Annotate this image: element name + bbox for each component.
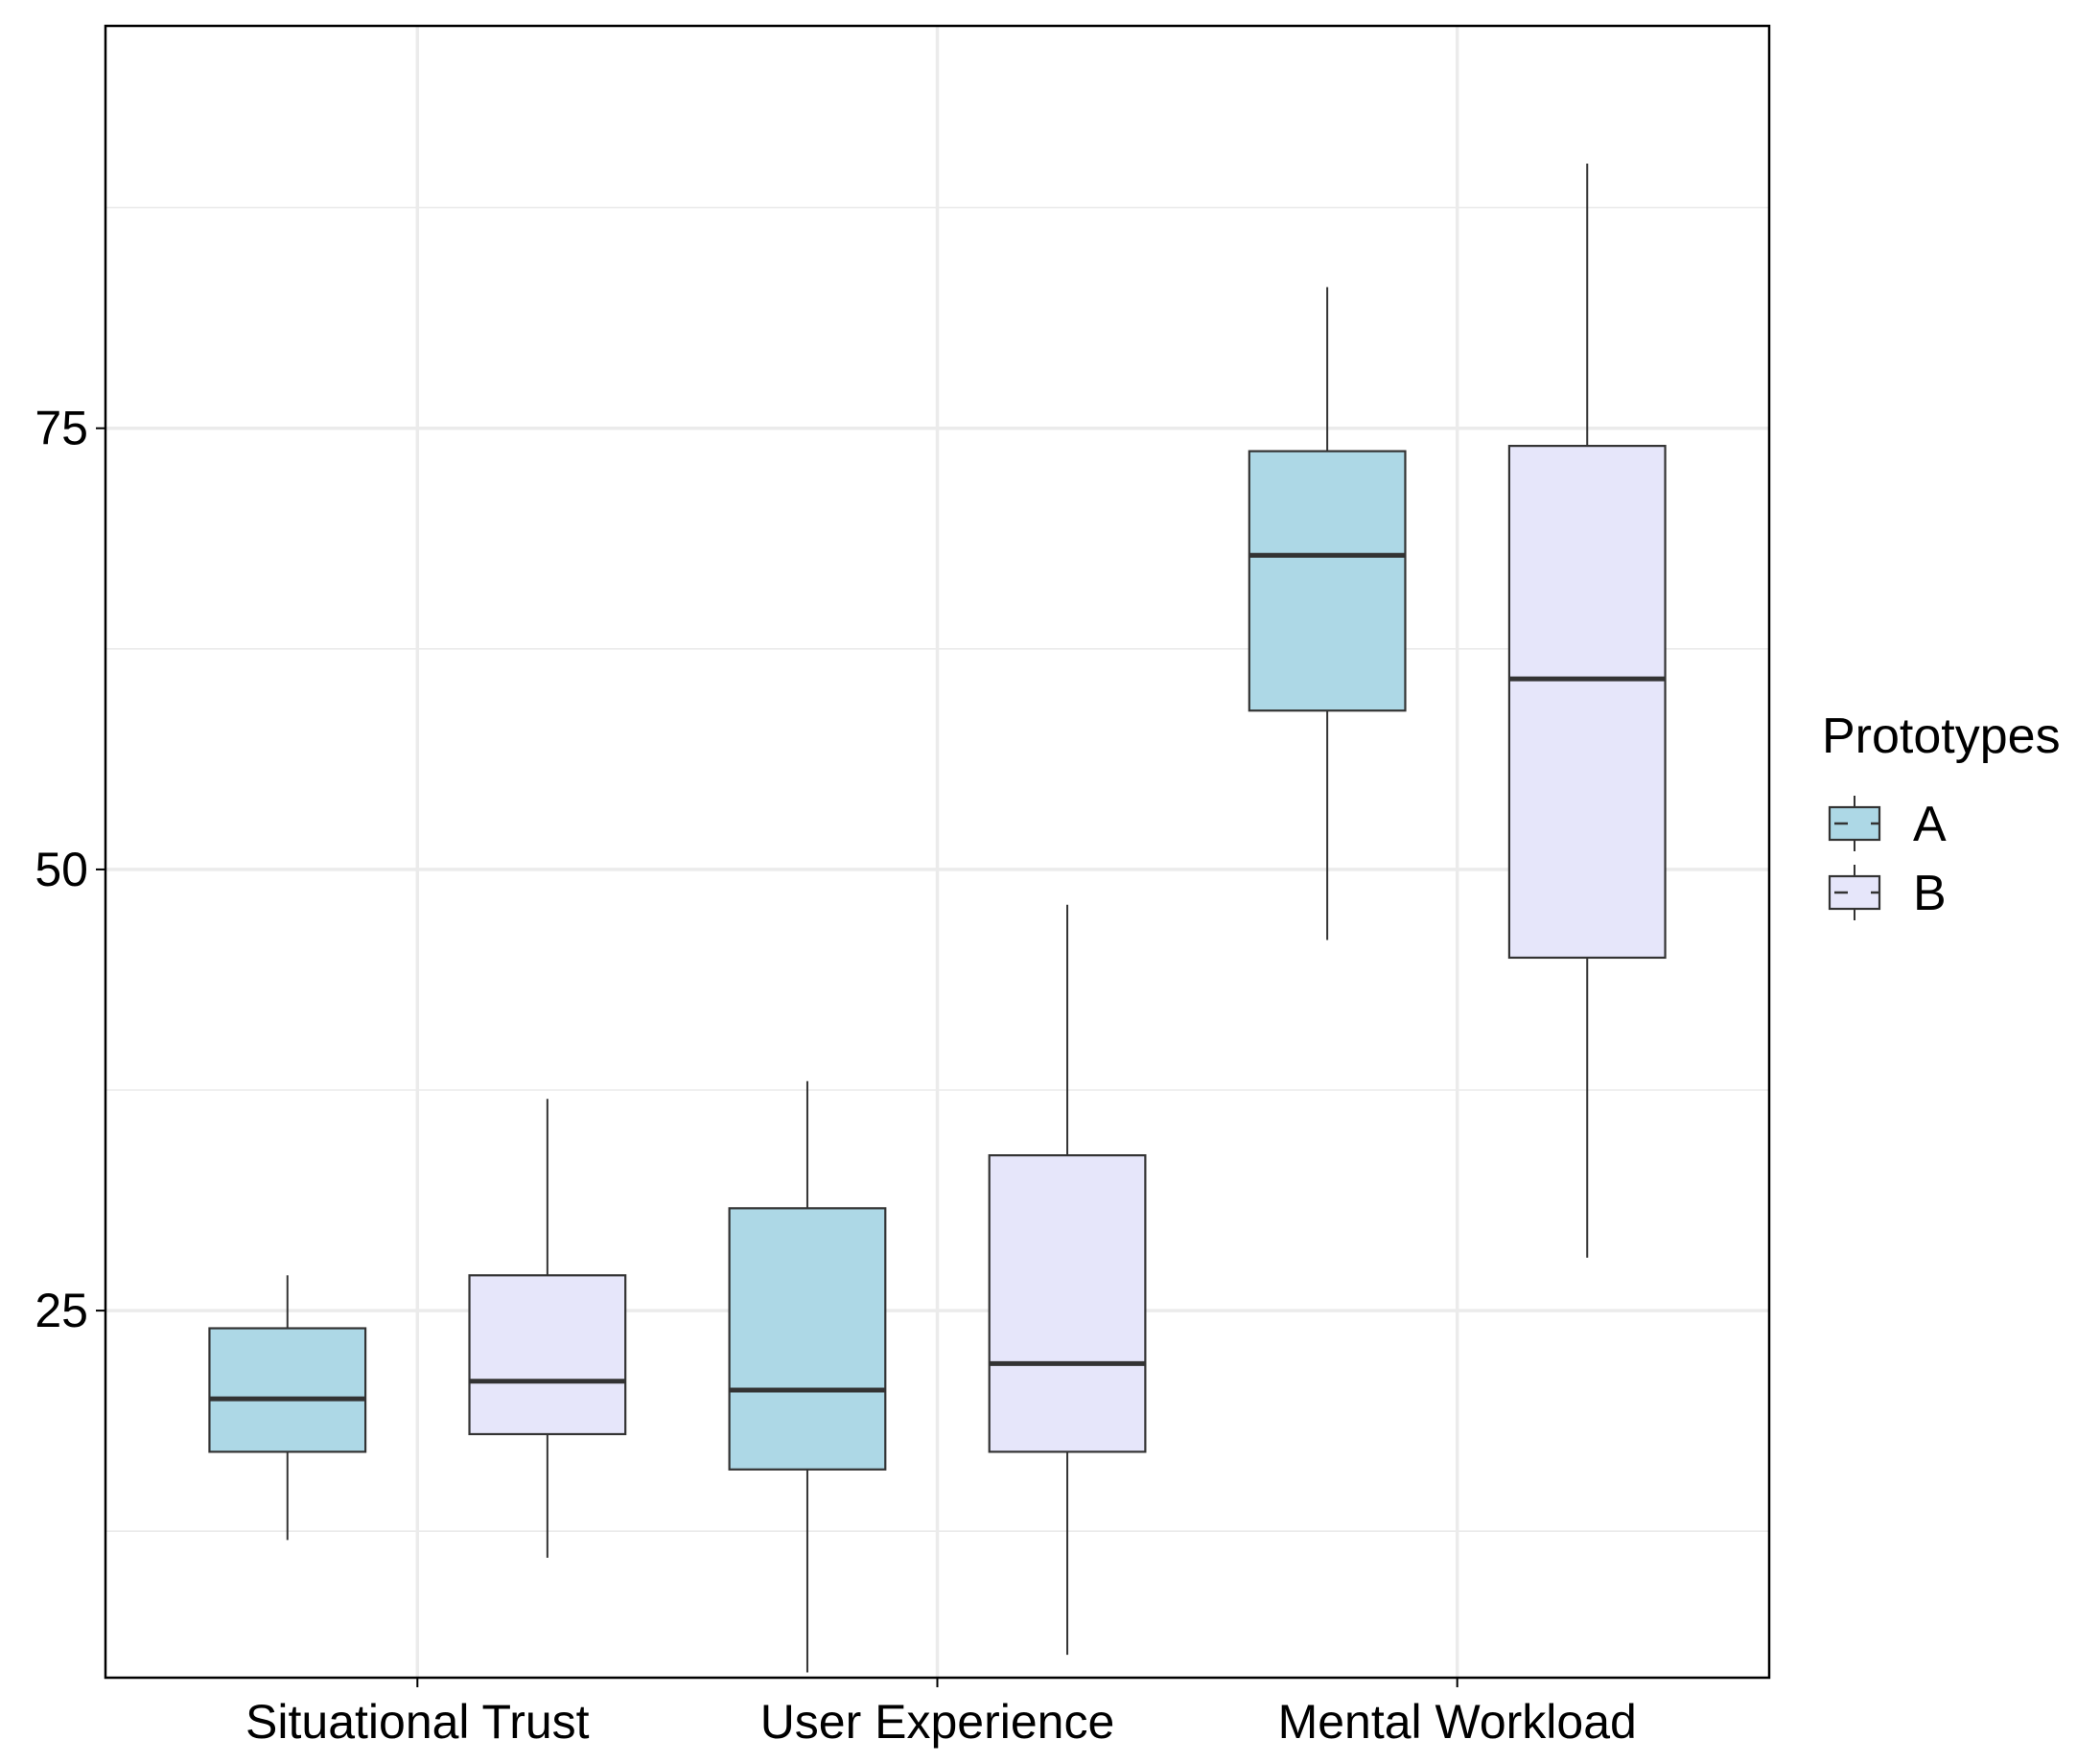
legend-title: Prototypes <box>1822 708 2061 764</box>
legend-key <box>1828 796 1881 851</box>
box-body <box>208 1327 367 1453</box>
box-body <box>1248 450 1407 712</box>
legend: Prototypes AB <box>1822 708 2061 921</box>
box-body <box>988 1154 1147 1453</box>
legend-key <box>1828 865 1881 920</box>
boxes <box>208 163 1667 1673</box>
box-group <box>1507 163 1667 1258</box>
x-tick-label: Situational Trust <box>245 1695 590 1749</box>
box-group <box>988 904 1147 1656</box>
box-group <box>728 1080 887 1673</box>
x-tick-label: Mental Workload <box>1278 1695 1637 1749</box>
legend-label-b: B <box>1913 866 1947 921</box>
y-tick-label: 75 <box>35 402 88 455</box>
box-group <box>1248 287 1407 940</box>
box-body <box>728 1207 887 1471</box>
y-tick-label: 25 <box>35 1284 88 1337</box>
box-group <box>208 1275 367 1541</box>
axes: 25 50 75 Situational Trust User Experience Me… <box>35 402 1636 1749</box>
x-tick-label: User Experience <box>760 1695 1115 1749</box>
legend-label-a: A <box>1913 797 1947 852</box>
y-tick-label: 50 <box>35 843 88 896</box>
box-body <box>468 1274 627 1436</box>
box-group <box>468 1099 627 1558</box>
box-body <box>1507 445 1667 960</box>
grid-lines <box>105 26 1769 1678</box>
